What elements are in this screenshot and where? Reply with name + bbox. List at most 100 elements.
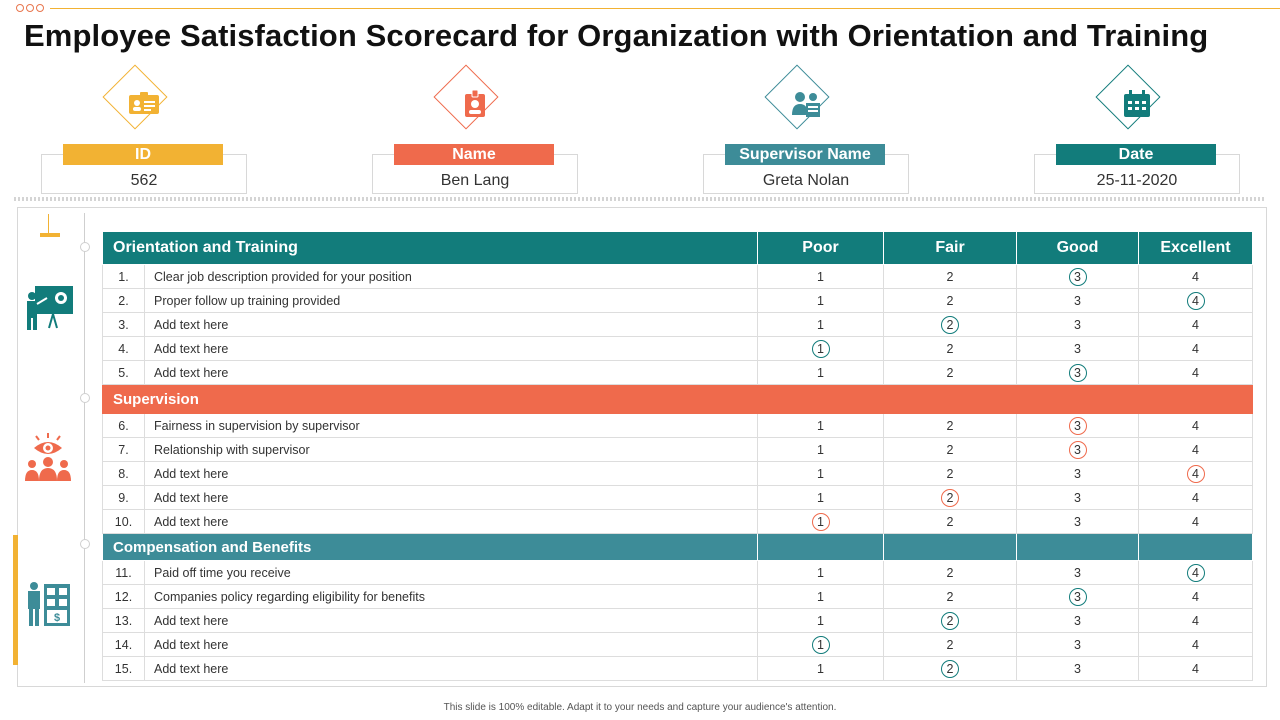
rating-cell[interactable]: 1 [757, 632, 884, 657]
rating-cell[interactable]: 2 [883, 509, 1017, 534]
rating-cell[interactable]: 1 [757, 485, 884, 510]
row-description: Add text here [144, 509, 758, 534]
person-calculator-icon: $ [24, 580, 76, 632]
selected-rating: 3 [1068, 416, 1087, 435]
rating-value: 2 [946, 565, 954, 580]
rating-cell[interactable]: 1 [757, 312, 884, 337]
rating-cell[interactable]: 4 [1138, 560, 1253, 585]
table-row: 6. Fairness in supervision by supervisor 1… [102, 413, 1253, 438]
rating-cell[interactable]: 1 [757, 336, 884, 361]
card-value: 562 [130, 172, 158, 189]
rating-cell[interactable]: 4 [1138, 437, 1253, 462]
rating-value: 4 [1192, 269, 1199, 284]
rating-value: 1 [817, 613, 824, 628]
rating-cell[interactable]: 3 [1016, 584, 1139, 609]
rating-cell[interactable]: 4 [1138, 461, 1253, 486]
accent-bar [40, 233, 60, 237]
rating-cell[interactable]: 3 [1016, 336, 1139, 361]
section-orientation: 1. Clear job description provided for you… [102, 264, 1253, 385]
slide-decoration-dots [16, 4, 44, 12]
rating-cell[interactable]: 2 [883, 461, 1017, 486]
rating-cell[interactable]: 2 [883, 560, 1017, 585]
rating-cell[interactable]: 4 [1138, 608, 1253, 633]
rating-cell[interactable]: 1 [757, 413, 884, 438]
rating-cell[interactable]: 3 [1016, 360, 1139, 385]
id-card-icon [114, 84, 174, 124]
rating-cell[interactable]: 2 [883, 437, 1017, 462]
selected-rating: 1 [811, 635, 830, 654]
rating-cell[interactable]: 1 [757, 608, 884, 633]
table-row: 3. Add text here 1 2 3 4 [102, 312, 1253, 337]
card-label: ID [63, 144, 223, 165]
rating-cell[interactable]: 4 [1138, 413, 1253, 438]
rating-cell[interactable]: 4 [1138, 485, 1253, 510]
rating-cell[interactable]: 4 [1138, 312, 1253, 337]
rating-cell[interactable]: 3 [1016, 608, 1139, 633]
scorecard-frame [17, 207, 1267, 687]
rating-cell[interactable]: 4 [1138, 288, 1253, 313]
rating-value: 3 [1074, 613, 1081, 628]
rating-value: 1 [817, 442, 824, 457]
rating-cell[interactable]: 1 [757, 560, 884, 585]
rating-cell[interactable]: 4 [1138, 584, 1253, 609]
rating-cell[interactable]: 2 [883, 485, 1017, 510]
rating-value: 3 [1074, 341, 1081, 356]
header-excellent: Excellent [1138, 231, 1253, 265]
card-name: Name Ben Lang [372, 64, 578, 194]
rating-cell[interactable]: 1 [757, 509, 884, 534]
rating-cell[interactable]: 3 [1016, 632, 1139, 657]
rating-cell[interactable]: 1 [757, 360, 884, 385]
rating-cell[interactable]: 1 [757, 264, 884, 289]
rating-cell[interactable]: 3 [1016, 413, 1139, 438]
rating-cell[interactable]: 2 [883, 656, 1017, 681]
rating-cell[interactable]: 1 [757, 584, 884, 609]
row-number: 6. [102, 413, 145, 438]
rating-cell[interactable]: 1 [757, 461, 884, 486]
rating-cell[interactable]: 4 [1138, 336, 1253, 361]
rating-cell[interactable]: 1 [757, 437, 884, 462]
rating-cell[interactable]: 3 [1016, 485, 1139, 510]
section-title: Compensation and Benefits [102, 533, 758, 561]
row-number: 3. [102, 312, 145, 337]
table-row: 2. Proper follow up training provided 1 2 3 4 [102, 288, 1253, 313]
rating-cell[interactable]: 3 [1016, 264, 1139, 289]
rating-cell[interactable]: 3 [1016, 560, 1139, 585]
rating-cell[interactable]: 4 [1138, 264, 1253, 289]
rating-cell[interactable]: 2 [883, 264, 1017, 289]
rating-value: 1 [817, 589, 824, 604]
table-row: 10. Add text here 1 2 3 4 [102, 509, 1253, 534]
row-description: Add text here [144, 632, 758, 657]
rating-cell[interactable]: 2 [883, 288, 1017, 313]
rating-cell[interactable]: 2 [883, 336, 1017, 361]
rating-cell[interactable]: 3 [1016, 312, 1139, 337]
row-number: 12. [102, 584, 145, 609]
row-description: Add text here [144, 485, 758, 510]
rating-cell[interactable]: 3 [1016, 288, 1139, 313]
rating-cell[interactable]: 3 [1016, 461, 1139, 486]
rating-cell[interactable]: 4 [1138, 360, 1253, 385]
rating-cell[interactable]: 4 [1138, 509, 1253, 534]
rating-value: 2 [946, 589, 954, 604]
rating-cell[interactable]: 3 [1016, 437, 1139, 462]
rating-cell[interactable]: 2 [883, 312, 1017, 337]
header-fair: Fair [883, 231, 1017, 265]
selected-rating: 4 [1186, 291, 1205, 310]
row-number: 4. [102, 336, 145, 361]
rating-cell[interactable]: 2 [883, 608, 1017, 633]
rating-value: 4 [1192, 613, 1199, 628]
row-description: Add text here [144, 360, 758, 385]
rating-cell[interactable]: 1 [757, 656, 884, 681]
rating-cell[interactable]: 2 [883, 584, 1017, 609]
rating-cell[interactable]: 2 [883, 413, 1017, 438]
table-row: 12. Companies policy regarding eligibilit… [102, 584, 1253, 609]
rating-cell[interactable]: 2 [883, 360, 1017, 385]
rating-cell[interactable]: 3 [1016, 509, 1139, 534]
rating-cell[interactable]: 3 [1016, 656, 1139, 681]
selected-rating: 3 [1068, 267, 1087, 286]
row-description: Companies policy regarding eligibility f… [144, 584, 758, 609]
rating-cell[interactable]: 2 [883, 632, 1017, 657]
card-supervisor: Supervisor Name Greta Nolan [703, 64, 909, 194]
rating-cell[interactable]: 1 [757, 288, 884, 313]
rating-cell[interactable]: 4 [1138, 656, 1253, 681]
rating-cell[interactable]: 4 [1138, 632, 1253, 657]
